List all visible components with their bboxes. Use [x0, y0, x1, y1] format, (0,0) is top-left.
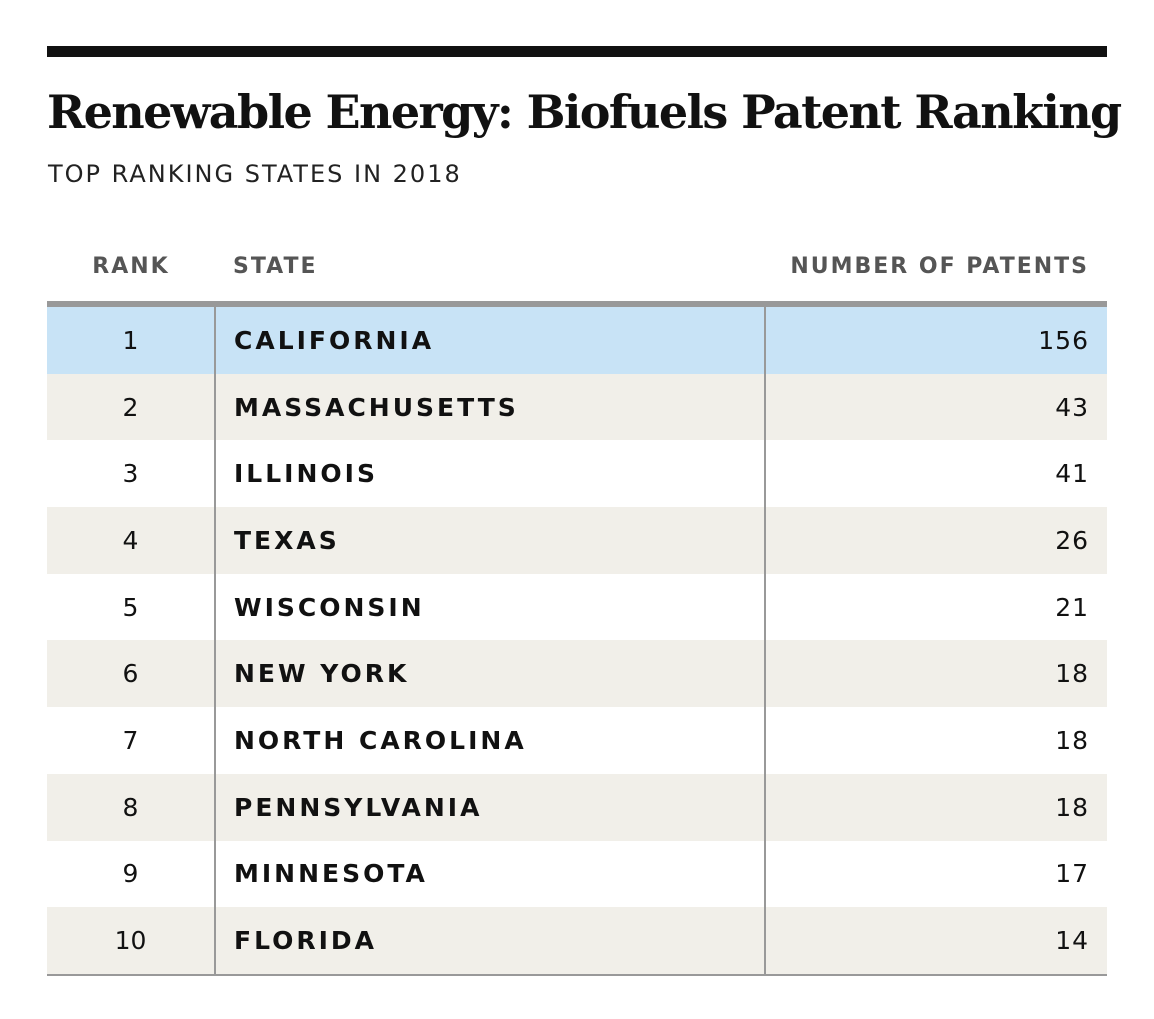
- table-row: 7 NORTH CAROLINA 18: [47, 707, 1107, 774]
- column-header-state: STATE: [215, 232, 765, 307]
- column-header-patents: NUMBER OF PATENTS: [765, 232, 1107, 307]
- table-row: 3 ILLINOIS 41: [47, 440, 1107, 508]
- patents-cell: 156: [765, 304, 1107, 374]
- table-row: 4 TEXAS 26: [47, 507, 1107, 574]
- patents-cell: 18: [765, 640, 1107, 708]
- column-header-rank: RANK: [47, 232, 215, 307]
- state-cell: PENNSYLVANIA: [215, 773, 766, 841]
- table-row: 2 MASSACHUSETTS 43: [47, 373, 1107, 441]
- patents-cell: 17: [765, 840, 1107, 908]
- rank-cell: 9: [47, 840, 216, 908]
- rank-cell: 7: [47, 707, 216, 774]
- chart-title: Renewable Energy: Biofuels Patent Rankin…: [47, 85, 1122, 139]
- table-header: RANK STATE NUMBER OF PATENTS: [47, 232, 1107, 307]
- patents-cell: 18: [765, 707, 1107, 774]
- table-row: 6 NEW YORK 18: [47, 640, 1107, 708]
- header-row: RANK STATE NUMBER OF PATENTS: [47, 232, 1107, 307]
- rank-cell: 10: [47, 907, 216, 976]
- ranking-table-container: RANK STATE NUMBER OF PATENTS 1 CALIFORNIA…: [47, 232, 1107, 976]
- state-cell: ILLINOIS: [215, 440, 766, 508]
- patents-cell: 43: [765, 373, 1107, 441]
- table-row: 8 PENNSYLVANIA 18: [47, 773, 1107, 841]
- table-row: 5 WISCONSIN 21: [47, 573, 1107, 641]
- patents-cell: 18: [765, 773, 1107, 841]
- rank-cell: 2: [47, 373, 216, 441]
- state-cell: MINNESOTA: [215, 840, 766, 908]
- rank-cell: 5: [47, 573, 216, 641]
- rank-cell: 3: [47, 440, 216, 508]
- patents-cell: 26: [765, 507, 1107, 574]
- patents-cell: 21: [765, 573, 1107, 641]
- rank-cell: 4: [47, 507, 216, 574]
- ranking-table: RANK STATE NUMBER OF PATENTS 1 CALIFORNIA…: [47, 232, 1107, 976]
- chart-subtitle: TOP RANKING STATES IN 2018: [48, 160, 462, 188]
- top-rule: [47, 46, 1107, 57]
- state-cell: TEXAS: [215, 507, 766, 574]
- state-cell: NEW YORK: [215, 640, 766, 708]
- state-cell: CALIFORNIA: [215, 304, 766, 374]
- table-body: 1 CALIFORNIA 156 2 MASSACHUSETTS 43 3 ILLINOIS 4…: [47, 304, 1107, 976]
- state-cell: NORTH CAROLINA: [215, 707, 766, 774]
- rank-cell: 6: [47, 640, 216, 708]
- rank-cell: 1: [47, 304, 216, 374]
- table-row: 9 MINNESOTA 17: [47, 840, 1107, 908]
- table-row: 10 FLORIDA 14: [47, 907, 1107, 976]
- table-row: 1 CALIFORNIA 156: [47, 304, 1107, 374]
- patents-cell: 14: [765, 907, 1107, 976]
- patents-cell: 41: [765, 440, 1107, 508]
- state-cell: MASSACHUSETTS: [215, 373, 766, 441]
- rank-cell: 8: [47, 773, 216, 841]
- state-cell: FLORIDA: [215, 907, 766, 976]
- state-cell: WISCONSIN: [215, 573, 766, 641]
